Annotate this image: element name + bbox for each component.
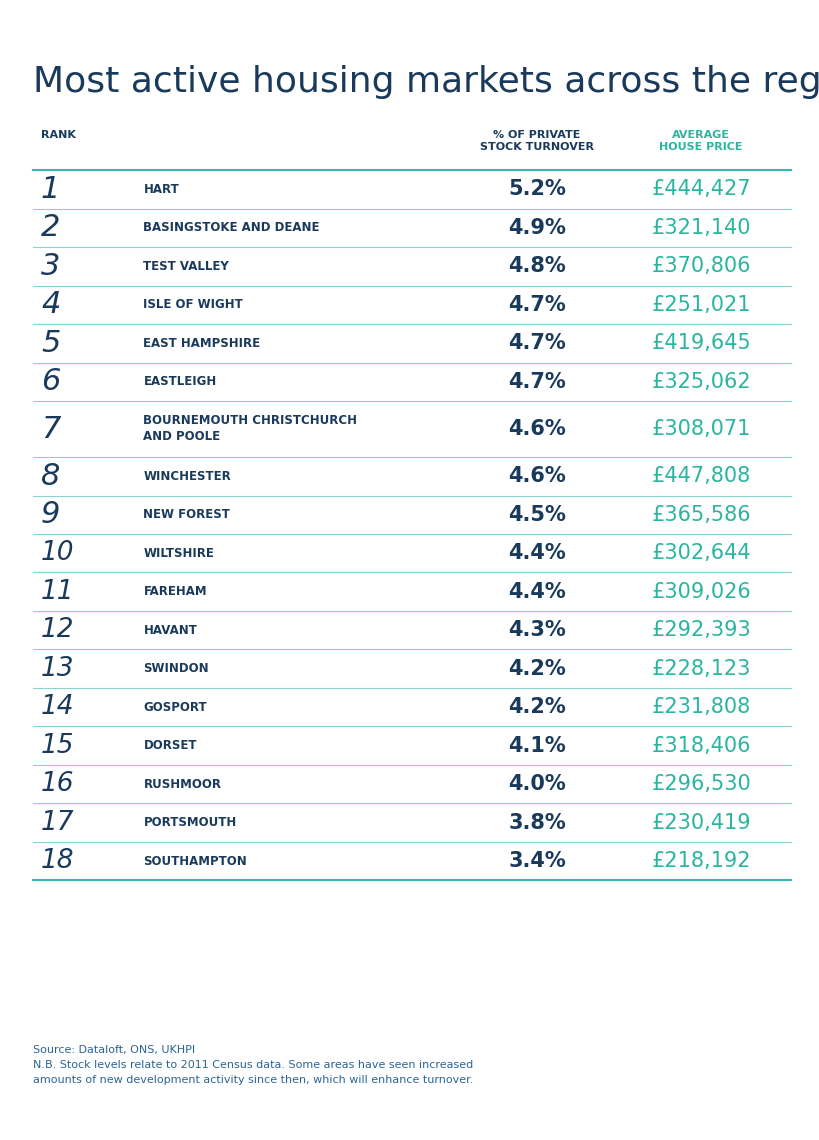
Text: RANK: RANK — [41, 130, 76, 140]
Text: £321,140: £321,140 — [650, 218, 750, 238]
Text: 6: 6 — [41, 367, 61, 397]
Text: £447,808: £447,808 — [650, 466, 750, 487]
Text: £318,406: £318,406 — [650, 735, 750, 756]
Text: 4.8%: 4.8% — [508, 256, 565, 276]
Text: 4.2%: 4.2% — [508, 698, 565, 717]
Text: PORTSMOUTH: PORTSMOUTH — [143, 816, 237, 829]
Text: 1: 1 — [41, 174, 61, 204]
Text: HART: HART — [143, 182, 179, 196]
Text: 5: 5 — [41, 328, 61, 358]
Text: EASTLEIGH: EASTLEIGH — [143, 375, 216, 389]
Text: 9: 9 — [41, 500, 61, 529]
Text: £365,586: £365,586 — [650, 505, 750, 524]
Text: SOUTHAMPTON: SOUTHAMPTON — [143, 855, 247, 868]
Text: £218,192: £218,192 — [650, 852, 750, 871]
Text: RUSHMOOR: RUSHMOOR — [143, 777, 221, 791]
Text: £292,393: £292,393 — [650, 620, 750, 641]
Text: 4.6%: 4.6% — [508, 420, 565, 439]
Text: 2: 2 — [41, 213, 61, 243]
Text: HAVANT: HAVANT — [143, 624, 197, 637]
Text: NEW FOREST: NEW FOREST — [143, 508, 230, 521]
Text: 14: 14 — [41, 694, 75, 720]
Text: £309,026: £309,026 — [650, 581, 750, 602]
Text: AVERAGE
HOUSE PRICE: AVERAGE HOUSE PRICE — [658, 130, 742, 152]
Text: £228,123: £228,123 — [650, 659, 750, 678]
Text: Most active housing markets across the region: Most active housing markets across the r… — [33, 65, 819, 99]
Text: 8: 8 — [41, 462, 61, 490]
Text: 4.7%: 4.7% — [508, 372, 565, 392]
Text: WILTSHIRE: WILTSHIRE — [143, 547, 214, 560]
Text: £251,021: £251,021 — [650, 295, 750, 315]
Text: £444,427: £444,427 — [650, 179, 750, 199]
Text: 15: 15 — [41, 733, 75, 759]
Text: 18: 18 — [41, 848, 75, 874]
Text: 4.1%: 4.1% — [508, 735, 565, 756]
Text: 4.5%: 4.5% — [508, 505, 565, 524]
Text: SWINDON: SWINDON — [143, 662, 209, 675]
Text: Source: Dataloft, ONS, UKHPI
N.B. Stock levels relate to 2011 Census data. Some : Source: Dataloft, ONS, UKHPI N.B. Stock … — [33, 1045, 473, 1084]
Text: BASINGSTOKE AND DEANE: BASINGSTOKE AND DEANE — [143, 221, 319, 234]
Text: EAST HAMPSHIRE: EAST HAMPSHIRE — [143, 336, 260, 350]
Text: FAREHAM: FAREHAM — [143, 585, 207, 599]
Text: ISLE OF WIGHT: ISLE OF WIGHT — [143, 299, 243, 311]
Text: 4.6%: 4.6% — [508, 466, 565, 487]
Text: WINCHESTER: WINCHESTER — [143, 470, 231, 482]
Text: 4.9%: 4.9% — [508, 218, 565, 238]
Text: £325,062: £325,062 — [650, 372, 750, 392]
Text: £370,806: £370,806 — [650, 256, 750, 276]
Text: 5.2%: 5.2% — [508, 179, 565, 199]
Text: 4.4%: 4.4% — [508, 544, 565, 563]
Text: 12: 12 — [41, 617, 75, 643]
Text: 16: 16 — [41, 772, 75, 797]
Text: £308,071: £308,071 — [650, 420, 750, 439]
Text: 3: 3 — [41, 252, 61, 280]
Text: £296,530: £296,530 — [650, 774, 750, 795]
Text: 10: 10 — [41, 540, 75, 567]
Text: GOSPORT: GOSPORT — [143, 701, 207, 714]
Text: 3.4%: 3.4% — [508, 852, 565, 871]
Text: 4.4%: 4.4% — [508, 581, 565, 602]
Text: DORSET: DORSET — [143, 739, 197, 752]
Text: % OF PRIVATE
STOCK TURNOVER: % OF PRIVATE STOCK TURNOVER — [479, 130, 594, 152]
Text: 4.3%: 4.3% — [508, 620, 565, 641]
Text: 13: 13 — [41, 656, 75, 682]
Text: 4: 4 — [41, 291, 61, 319]
Text: 4.7%: 4.7% — [508, 295, 565, 315]
Text: £419,645: £419,645 — [650, 333, 750, 353]
Text: 4.2%: 4.2% — [508, 659, 565, 678]
Text: 4.7%: 4.7% — [508, 333, 565, 353]
Text: 7: 7 — [41, 415, 61, 443]
Text: £302,644: £302,644 — [650, 544, 750, 563]
Text: 3.8%: 3.8% — [508, 813, 565, 832]
Text: £230,419: £230,419 — [650, 813, 750, 832]
Text: 11: 11 — [41, 579, 75, 604]
Text: 4.0%: 4.0% — [508, 774, 565, 795]
Text: TEST VALLEY: TEST VALLEY — [143, 260, 229, 272]
Text: £231,808: £231,808 — [650, 698, 750, 717]
Text: BOURNEMOUTH CHRISTCHURCH
AND POOLE: BOURNEMOUTH CHRISTCHURCH AND POOLE — [143, 415, 357, 443]
Text: 17: 17 — [41, 809, 75, 836]
